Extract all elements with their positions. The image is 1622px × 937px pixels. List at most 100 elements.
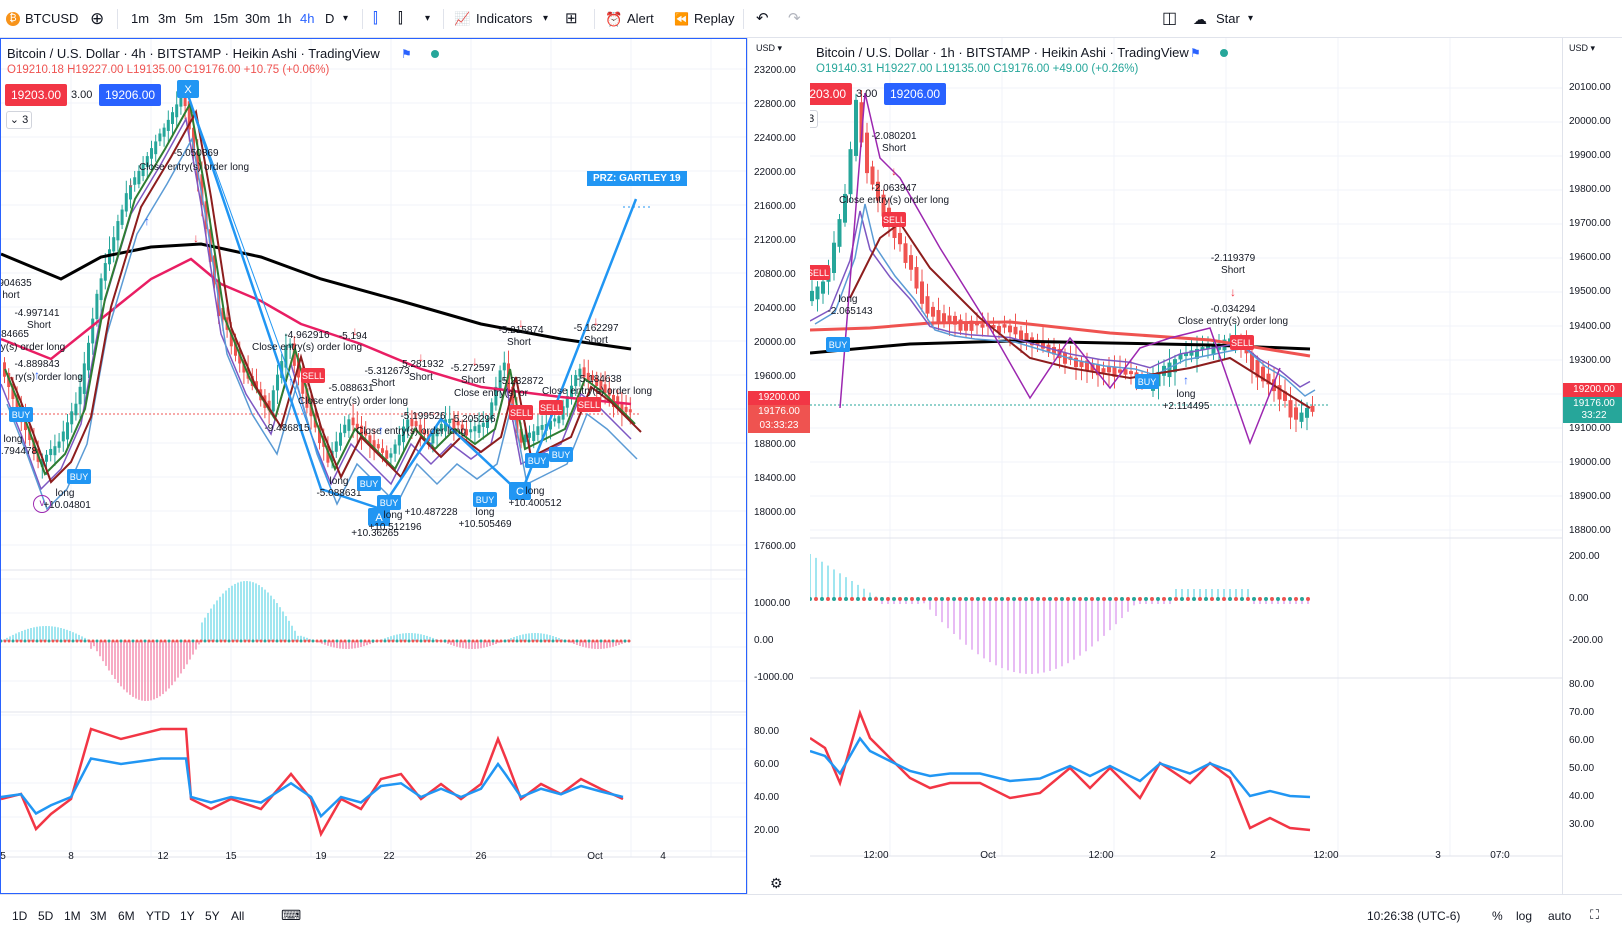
date-range-icon[interactable]: ⌨ — [281, 907, 302, 923]
candle — [1112, 367, 1117, 377]
candle — [848, 149, 853, 195]
interval-5m[interactable]: 5m — [185, 11, 204, 26]
replay-button[interactable]: Replay — [694, 11, 735, 26]
sell-signal[interactable]: SELL — [539, 400, 563, 415]
range-1D[interactable]: 1D — [12, 909, 28, 923]
sell-signal[interactable]: SELL — [810, 265, 830, 280]
trade-annotation: -4.997141 — [14, 308, 59, 319]
alarm-clock-icon[interactable]: ⏰ — [605, 11, 623, 27]
svg-text:C: C — [516, 486, 524, 498]
trade-annotation: Short — [409, 372, 433, 383]
candle-style-icon[interactable]: ⫿ — [398, 10, 403, 27]
clock-readout[interactable]: 10:26:38 (UTC-6) — [1367, 909, 1461, 923]
range-1Y[interactable]: 1Y — [180, 909, 195, 923]
indicators-toggle[interactable]: ⌄ 3 — [6, 111, 32, 129]
buy-signal[interactable]: BUY — [9, 407, 33, 422]
interval-15m[interactable]: 15m — [213, 11, 239, 26]
interval-D[interactable]: D — [325, 11, 335, 26]
chart-pane-4h[interactable]: X A C -5.050869 Close entry(s) order long 904… — [0, 38, 747, 894]
macd-dot — [1216, 597, 1220, 601]
flag-icon[interactable]: ⚑ — [1190, 46, 1201, 60]
cloud-icon[interactable]: ☁ — [1193, 11, 1207, 27]
range-3M[interactable]: 3M — [90, 909, 107, 923]
interval-1m[interactable]: 1m — [131, 11, 150, 26]
harmonic-pattern-line — [184, 88, 638, 511]
macd-dot — [39, 639, 43, 643]
interval-30m[interactable]: 30m — [245, 11, 271, 26]
indicators-dropdown-icon[interactable]: ▾ — [543, 13, 549, 24]
star-button[interactable]: Star — [1216, 11, 1240, 26]
buy-price-button[interactable]: 19206.00 — [884, 83, 947, 105]
fullscreen-icon[interactable]: ⛶ — [1590, 907, 1600, 922]
currency-label[interactable]: USD ▾ — [1569, 43, 1595, 54]
undo-icon[interactable]: ↶ — [756, 10, 769, 27]
price-scale-4h[interactable]: USD ▾ 23200.00 22800.00 22400.00 22000.00 21… — [747, 38, 810, 894]
buy-signal[interactable]: BUY — [826, 337, 850, 352]
sell-signal[interactable]: SELL — [1230, 335, 1254, 350]
time-tick: 26 — [475, 851, 487, 862]
interval-3m[interactable]: 3m — [158, 11, 177, 26]
bar-style-icon[interactable]: ⫿ — [373, 10, 378, 27]
range-6M[interactable]: 6M — [118, 909, 135, 923]
chart-type-dropdown-icon[interactable]: ▾ — [425, 13, 431, 24]
candle — [628, 409, 632, 413]
buy-signal[interactable]: BUY — [357, 476, 381, 491]
replay-marker-icon[interactable]: v — [33, 495, 51, 513]
buy-signal[interactable]: BUY — [473, 492, 497, 507]
pattern-point-A[interactable]: A — [368, 508, 390, 526]
range-5Y[interactable]: 5Y — [205, 909, 220, 923]
trade-annotation: Short — [584, 335, 608, 346]
templates-grid-icon[interactable]: ⊞ — [565, 10, 578, 27]
range-All[interactable]: All — [231, 909, 245, 923]
sell-price-button[interactable]: 19203.00 — [5, 84, 68, 106]
alert-button[interactable]: Alert — [627, 11, 654, 26]
buy-signal[interactable]: BUY — [1135, 374, 1159, 389]
buy-signal[interactable]: BUY — [67, 469, 91, 484]
auto-toggle[interactable]: auto — [1548, 909, 1572, 923]
trade-annotation: long — [839, 294, 858, 305]
symbol-search-button[interactable]: BTCUSD — [25, 11, 79, 26]
pattern-point-C[interactable]: C — [509, 482, 531, 500]
chart-canvas-4h[interactable]: X A C -5.050869 Close entry(s) order long 904… — [1, 39, 747, 894]
price-scale-1h[interactable]: USD ▾ 20100.00 20000.00 19900.00 19800.00 19… — [1562, 38, 1622, 894]
candle — [74, 403, 78, 416]
sell-signal[interactable]: SELL — [301, 368, 325, 383]
layout-split-icon[interactable]: ◫ — [1162, 10, 1178, 27]
candle — [1063, 352, 1067, 364]
time-tick: 8 — [68, 851, 74, 862]
sell-signal[interactable]: SELL — [577, 397, 601, 412]
range-1M[interactable]: 1M — [64, 909, 81, 923]
sell-signal[interactable]: SELL — [882, 212, 906, 227]
pattern-point-X[interactable]: X — [177, 80, 199, 98]
buy-price-button[interactable]: 19206.00 — [99, 84, 162, 106]
compare-add-icon[interactable]: ⊕ — [90, 9, 105, 28]
range-YTD[interactable]: YTD — [146, 909, 170, 923]
macd-dot — [1252, 597, 1256, 601]
percent-toggle[interactable]: % — [1492, 909, 1503, 923]
trade-annotation: long — [56, 488, 75, 499]
interval-4h[interactable]: 4h — [300, 11, 315, 26]
chart-pane-1h[interactable]: -2.080201 Short -2.063947 Close entry(s) or… — [810, 38, 1622, 894]
settings-gear-icon[interactable]: ⚙ — [770, 875, 783, 891]
candle — [620, 402, 624, 414]
candle — [1167, 362, 1172, 378]
macd-dot — [579, 639, 583, 643]
interval-dropdown-icon[interactable]: ▾ — [343, 13, 349, 24]
buy-signal[interactable]: BUY — [525, 453, 549, 468]
buy-signal[interactable]: BUY — [549, 447, 573, 462]
star-dropdown-icon[interactable]: ▾ — [1248, 13, 1254, 24]
indicators-toggle[interactable]: ⌄ 3 — [810, 110, 818, 128]
log-toggle[interactable]: log — [1516, 909, 1533, 923]
buy-signal[interactable]: BUY — [377, 495, 401, 510]
indicators-icon[interactable]: 📈 — [454, 11, 471, 26]
redo-icon[interactable]: ↷ — [788, 10, 801, 27]
indicators-button[interactable]: Indicators — [476, 11, 533, 26]
replay-icon[interactable]: ⏪ — [674, 12, 689, 26]
range-5D[interactable]: 5D — [38, 909, 54, 923]
currency-label[interactable]: USD ▾ — [756, 43, 782, 54]
flag-icon[interactable]: ⚑ — [401, 47, 412, 61]
interval-1h[interactable]: 1h — [277, 11, 292, 26]
sell-signal[interactable]: SELL — [509, 405, 533, 420]
sell-price-button[interactable]: 19203.00 — [810, 83, 853, 105]
